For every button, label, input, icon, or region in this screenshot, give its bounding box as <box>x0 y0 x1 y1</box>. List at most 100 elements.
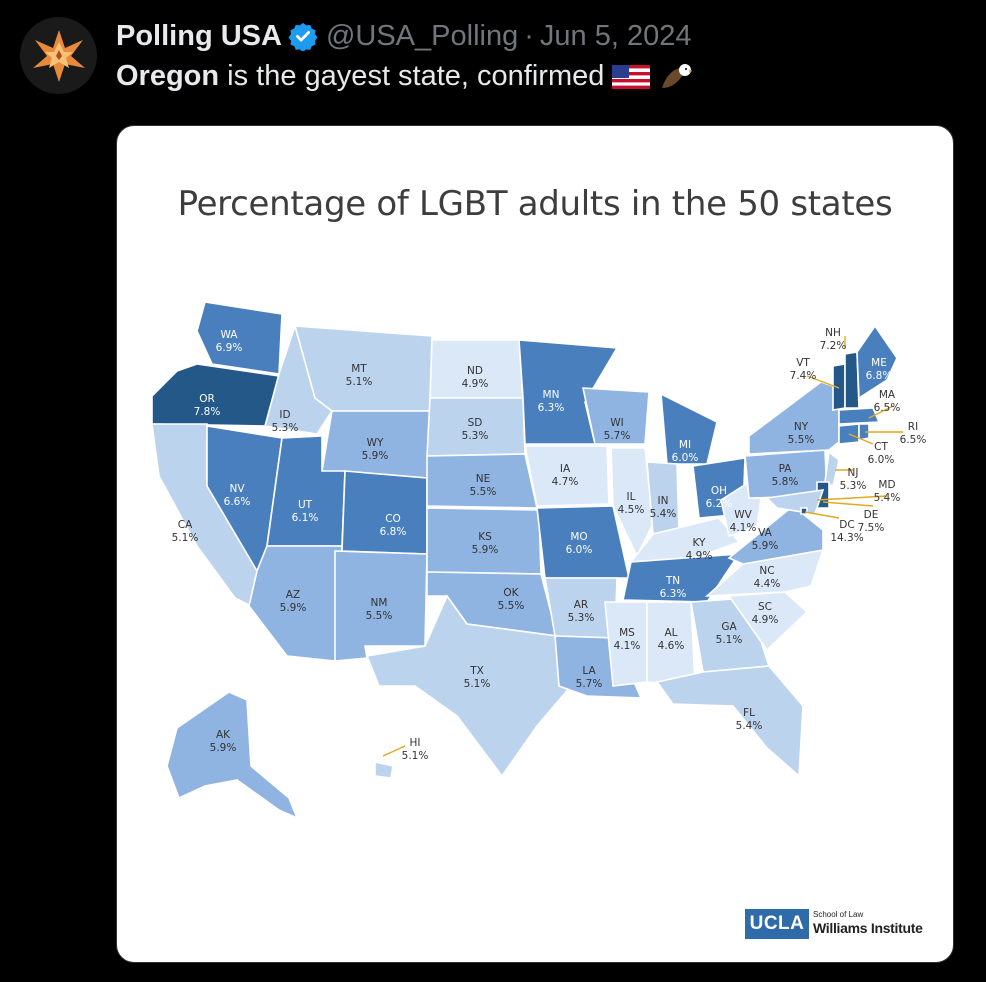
state-ma <box>838 407 881 425</box>
label-value-ri: 6.5% <box>900 434 927 446</box>
label-value-nm: 5.5% <box>366 610 393 622</box>
label-value-sd: 5.3% <box>462 430 489 442</box>
label-value-la: 5.7% <box>576 678 603 690</box>
label-code-id: ID <box>279 409 290 421</box>
label-code-nm: NM <box>371 597 388 609</box>
label-code-ri: RI <box>908 421 918 433</box>
label-code-ut: UT <box>298 499 313 511</box>
label-code-ca: CA <box>178 519 193 531</box>
post-date[interactable]: Jun 5, 2024 <box>539 19 692 52</box>
label-value-ne: 5.5% <box>470 486 497 498</box>
leader-line-vt <box>806 375 840 389</box>
label-value-fl: 5.4% <box>736 720 763 732</box>
label-value-ky: 4.9% <box>686 550 713 562</box>
label-value-tn: 6.3% <box>660 588 687 600</box>
post-text: Oregon is the gayest state, confirmed <box>116 60 693 93</box>
author-name[interactable]: Polling USA <box>116 19 282 52</box>
label-value-md: 5.4% <box>874 492 901 504</box>
label-value-wy: 5.9% <box>362 450 389 462</box>
label-code-ga: GA <box>721 621 737 633</box>
label-value-ia: 4.7% <box>552 476 579 488</box>
label-value-nj: 5.3% <box>840 480 867 492</box>
label-value-nv: 6.6% <box>224 496 251 508</box>
label-value-ut: 6.1% <box>292 512 319 524</box>
label-code-mt: MT <box>351 363 367 375</box>
state-tx <box>365 594 572 778</box>
state-hi <box>374 761 394 779</box>
label-code-oh: OH <box>711 485 727 497</box>
label-value-oh: 6.2% <box>706 498 733 510</box>
avatar[interactable] <box>20 17 97 94</box>
label-code-sc: SC <box>758 601 772 613</box>
label-code-ak: AK <box>216 729 231 741</box>
label-code-ne: NE <box>476 473 491 485</box>
author-handle[interactable]: @USA_Polling <box>325 19 519 52</box>
label-code-de: DE <box>864 509 879 521</box>
williams-institute-text: Williams Institute <box>813 920 923 936</box>
label-code-me: ME <box>871 357 887 369</box>
label-value-pa: 5.8% <box>772 476 799 488</box>
label-value-ma: 6.5% <box>874 402 901 414</box>
label-value-mo: 6.0% <box>566 544 593 556</box>
label-code-co: CO <box>385 513 401 525</box>
verified-badge-icon <box>288 22 318 51</box>
label-code-sd: SD <box>468 417 483 429</box>
label-code-nd: ND <box>467 365 483 377</box>
label-value-wa: 6.9% <box>216 342 243 354</box>
separator: · <box>524 19 534 52</box>
label-code-pa: PA <box>779 463 793 475</box>
leader-line-de <box>822 501 874 507</box>
state-ri <box>858 423 870 441</box>
state-ky <box>629 517 741 567</box>
label-value-mi: 6.0% <box>672 452 699 464</box>
label-value-in: 5.4% <box>650 508 677 520</box>
label-value-mt: 5.1% <box>346 376 373 388</box>
label-code-wv: WV <box>734 509 752 521</box>
label-value-wv: 4.1% <box>730 522 757 534</box>
label-value-nh: 7.2% <box>820 340 847 352</box>
map-image[interactable]: Percentage of LGBT adults in the 50 stat… <box>116 125 954 963</box>
state-nc <box>704 548 825 597</box>
label-value-co: 6.8% <box>380 526 407 538</box>
state-ia <box>524 445 610 507</box>
state-fl <box>655 665 804 778</box>
label-code-ok: OK <box>503 587 519 599</box>
state-il <box>610 447 654 558</box>
leader-line-md <box>816 495 888 501</box>
label-value-vt: 7.4% <box>790 370 817 382</box>
post-text-bold: Oregon <box>116 60 220 92</box>
leader-line-ma <box>868 405 894 419</box>
state-va <box>727 504 824 565</box>
eagle-emoji <box>662 63 693 88</box>
state-ak <box>166 691 299 820</box>
label-code-fl: FL <box>743 707 755 719</box>
label-value-dc: 14.3% <box>830 532 863 544</box>
label-code-dc: DC <box>839 519 854 531</box>
label-value-nd: 4.9% <box>462 378 489 390</box>
label-value-wi: 5.7% <box>604 430 631 442</box>
label-value-ks: 5.9% <box>472 544 499 556</box>
label-code-la: LA <box>582 665 596 677</box>
label-value-mn: 6.3% <box>538 402 565 414</box>
label-value-ct: 6.0% <box>868 454 895 466</box>
label-code-ar: AR <box>574 599 588 611</box>
label-code-ia: IA <box>560 463 571 475</box>
label-code-wi: WI <box>610 417 623 429</box>
label-code-tn: TN <box>665 575 680 587</box>
choropleth-map: WA6.9%OR7.8%CA5.1%ID5.3%NV6.6%MT5.1%WY5.… <box>151 301 927 820</box>
label-value-ny: 5.5% <box>788 434 815 446</box>
state-me <box>856 324 898 400</box>
chart-title: Percentage of LGBT adults in the 50 stat… <box>177 184 893 224</box>
state-nh <box>844 351 860 409</box>
label-value-al: 4.6% <box>658 640 685 652</box>
label-value-ar: 5.3% <box>568 612 595 624</box>
label-value-sc: 4.9% <box>752 614 779 626</box>
label-code-nv: NV <box>229 483 245 495</box>
label-value-ms: 4.1% <box>614 640 641 652</box>
label-code-nj: NJ <box>848 467 859 479</box>
label-value-de: 7.5% <box>858 522 885 534</box>
label-value-az: 5.9% <box>280 602 307 614</box>
post-header: Polling USA @USA_Polling · Jun 5, 2024 <box>116 16 691 56</box>
label-code-ks: KS <box>478 531 492 543</box>
label-code-md: MD <box>878 479 895 491</box>
